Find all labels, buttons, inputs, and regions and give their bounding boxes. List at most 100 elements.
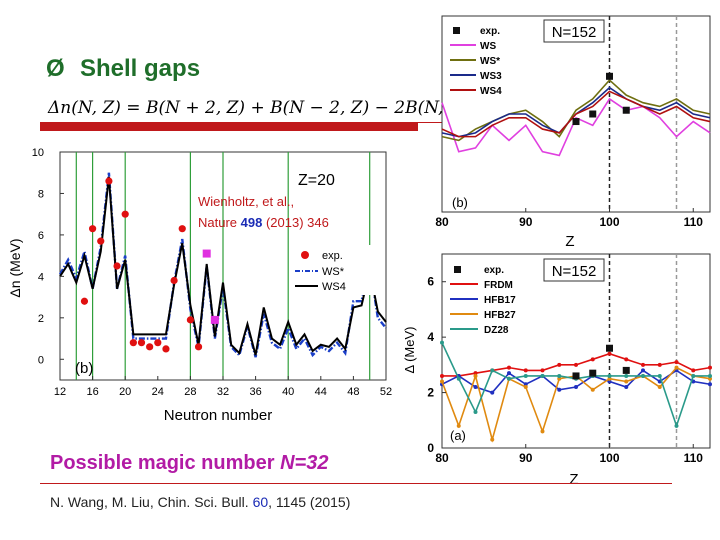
- exp-point-3: [105, 177, 113, 185]
- br-marker-frdm-102: [624, 357, 629, 362]
- br-marker-hfb27-100: [607, 376, 612, 381]
- tr-legend-ws4: WS4: [480, 86, 502, 97]
- y-axis-label: Δn (MeV): [7, 238, 23, 297]
- br-x-tick-label-100: 100: [599, 451, 619, 465]
- y-tick-label-2: 2: [38, 313, 44, 325]
- br-marker-hfb17-88: [507, 371, 511, 376]
- tr-x-axis-label: Z: [565, 233, 574, 250]
- tr-legend: exp. WS WS* WS3 WS4: [446, 20, 514, 100]
- br-marker-frdm-98: [590, 357, 595, 362]
- legend-ws4: WS4: [322, 281, 346, 293]
- br-exp-point-1: [589, 369, 597, 377]
- tr-x-tick-label-80: 80: [435, 215, 449, 229]
- formula: Δn(N, Z) = B(N + 2, Z) + B(N − 2, Z) − 2…: [48, 98, 468, 118]
- br-marker-dz28-88: [507, 376, 511, 381]
- x-tick-label-28: 28: [184, 386, 196, 398]
- br-x-tick-label-80: 80: [435, 451, 449, 465]
- br-marker-dz28-110: [691, 373, 696, 378]
- tr-x-tick-label-110: 110: [684, 215, 704, 229]
- br-legend-frdm: FRDM: [484, 280, 513, 291]
- y-tick-label-0: 0: [38, 354, 44, 366]
- br-marker-hfb27-94: [557, 376, 562, 381]
- x-tick-label-44: 44: [315, 386, 327, 398]
- tr-legend-exp-marker: [453, 27, 460, 34]
- br-marker-dz28-94: [557, 373, 562, 378]
- x-tick-label-52: 52: [380, 386, 392, 398]
- br-marker-dz28-82: [456, 376, 461, 381]
- tr-legend-ws3: WS3: [480, 71, 502, 82]
- br-y-tick-label-0: 0: [427, 441, 434, 455]
- exp-point-14: [194, 343, 203, 351]
- br-marker-dz28-84: [473, 409, 478, 414]
- br-marker-dz28-80: [440, 340, 444, 345]
- formula-underline-bar: [40, 122, 418, 131]
- br-y-tick-label-4: 4: [427, 330, 434, 344]
- exp-point-10: [162, 345, 170, 353]
- br-marker-hfb17-112: [708, 382, 712, 387]
- br-exp-point-2: [606, 344, 613, 352]
- tr-legend-wsstar: WS*: [480, 56, 500, 67]
- br-annotation: N=152: [552, 263, 597, 280]
- x-tick-label-20: 20: [119, 386, 131, 398]
- citation-line2: Nature 498 (2013) 346: [198, 215, 329, 230]
- br-y-tick-label-6: 6: [427, 275, 434, 289]
- br-legend-hfb17: HFB17: [484, 295, 516, 306]
- legend-exp: exp.: [322, 250, 343, 262]
- bottom-right-chart: 80 90 100 110 0 2 4 6 N=152 exp. FRDM HFB17 HF…: [402, 253, 712, 488]
- br-marker-dz28-106: [657, 373, 662, 378]
- br-marker-dz28-100: [607, 373, 612, 378]
- br-marker-frdm-88: [507, 365, 511, 370]
- br-marker-hfb17-84: [473, 385, 478, 390]
- citation-prefix: Nature: [198, 215, 241, 230]
- tr-exp-point-0: [572, 118, 580, 126]
- exp-point-1: [89, 225, 97, 233]
- br-marker-dz28-104: [641, 373, 645, 378]
- reference-prefix: N. Wang, M. Liu, Chin. Sci. Bull.: [50, 494, 253, 510]
- exp-new-point-0: [202, 249, 211, 258]
- br-x-axis-label: Z: [569, 471, 578, 488]
- br-marker-hfb27-86: [490, 437, 495, 442]
- exp-point-6: [129, 339, 137, 347]
- br-marker-frdm-96: [574, 362, 578, 367]
- br-marker-dz28-102: [624, 373, 629, 378]
- br-y-tick-label-2: 2: [427, 386, 434, 400]
- br-marker-hfb27-108: [674, 365, 679, 370]
- br-marker-frdm-84: [473, 371, 478, 376]
- br-legend-hfb27: HFB27: [484, 310, 516, 321]
- tr-exp-point-3: [622, 106, 630, 114]
- tr-series-ws: [441, 97, 711, 157]
- y-tick-label-10: 10: [32, 147, 44, 159]
- br-x-tick-label-90: 90: [519, 451, 533, 465]
- exp-point-12: [178, 225, 186, 233]
- panel-label: (b): [75, 360, 93, 377]
- subtitle-prefix: Possible magic number: [50, 452, 281, 474]
- legend-wsstar: WS*: [322, 266, 345, 278]
- exp-point-11: [170, 276, 178, 285]
- reference-suffix: , 1145 (2015): [268, 494, 351, 510]
- tr-x-tick-label-90: 90: [519, 215, 533, 229]
- br-marker-frdm-104: [641, 362, 645, 367]
- reference: N. Wang, M. Liu, Chin. Sci. Bull. 60, 11…: [50, 494, 350, 510]
- tr-series-ws4: [441, 90, 711, 138]
- br-exp-point-3: [622, 366, 630, 374]
- br-exp-point-0: [572, 372, 580, 380]
- x-tick-label-48: 48: [347, 386, 359, 398]
- br-marker-hfb17-96: [574, 385, 578, 390]
- tr-legend-exp: exp.: [480, 26, 500, 37]
- tr-panel-label: (b): [452, 195, 468, 210]
- br-marker-hfb27-98: [590, 387, 595, 392]
- br-marker-hfb17-90: [523, 382, 528, 387]
- br-marker-dz28-112: [708, 373, 712, 378]
- series-ws4-line: [59, 176, 387, 356]
- br-marker-hfb27-80: [440, 379, 444, 384]
- br-marker-frdm-94: [557, 362, 562, 367]
- x-axis-label: Neutron number: [164, 407, 272, 424]
- exp-point-9: [154, 339, 162, 347]
- tr-exp-point-2: [606, 72, 613, 80]
- x-tick-label-12: 12: [54, 386, 66, 398]
- br-marker-frdm-108: [674, 360, 679, 365]
- x-tick-label-36: 36: [249, 386, 261, 398]
- exp-point-8: [146, 343, 154, 351]
- exp-point-2: [97, 237, 105, 245]
